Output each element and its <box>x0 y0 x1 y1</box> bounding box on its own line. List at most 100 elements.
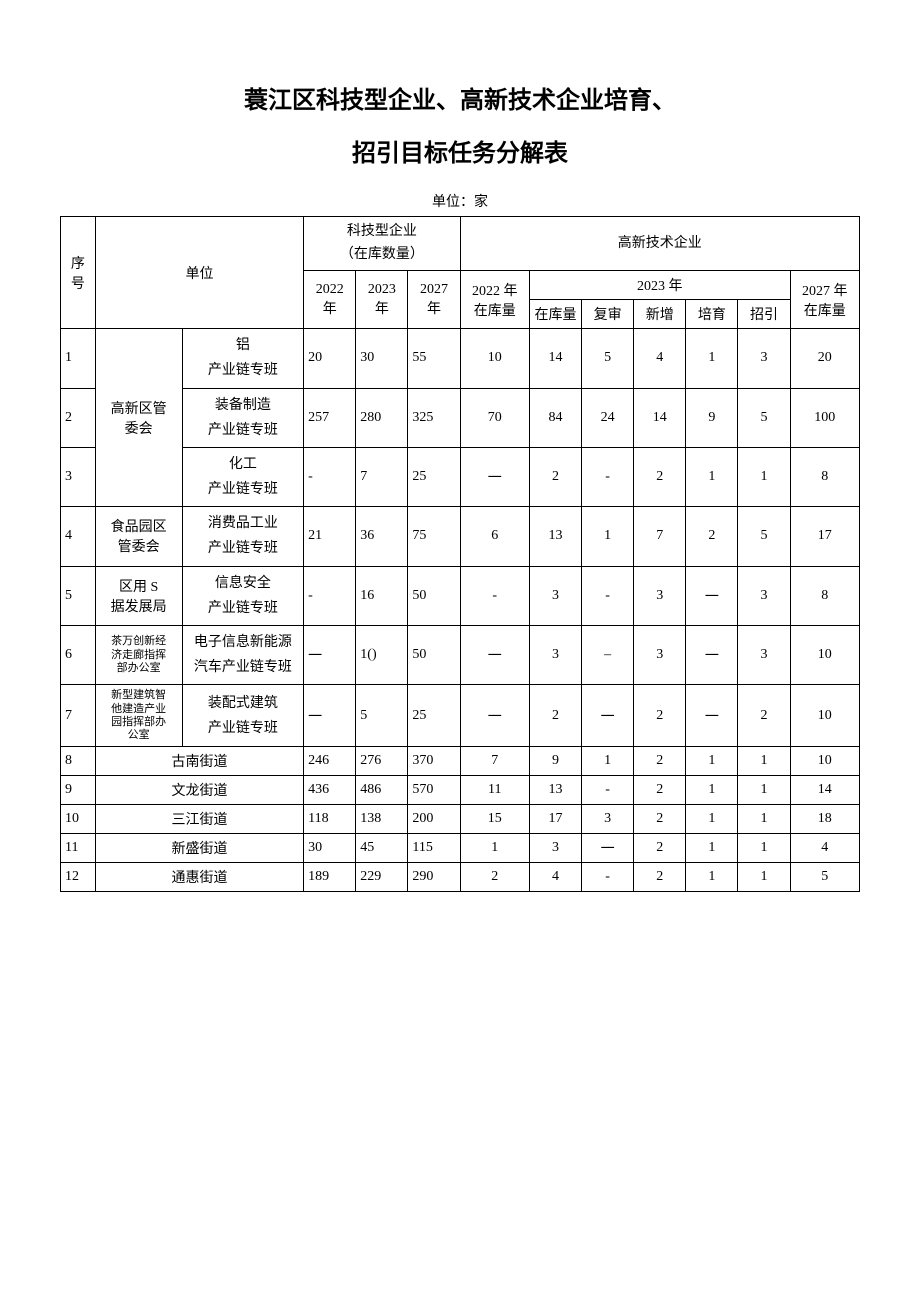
cell-value: 3 <box>582 805 634 834</box>
cell-value: 1 <box>738 805 790 834</box>
header-attract: 招引 <box>738 300 790 329</box>
cell-value: 200 <box>408 805 460 834</box>
cell-value: 9 <box>686 388 738 447</box>
table-row: 12通惠街道18922929024-2115 <box>61 863 860 892</box>
cell-value: 2 <box>634 805 686 834</box>
cell-unit1: 高新区管委会 <box>95 329 182 507</box>
cell-value: 1 <box>686 805 738 834</box>
table-row: 7新型建筑智他建造产业园指挥部办公室装配式建筑产业链专班一525一2一2一210 <box>61 685 860 747</box>
cell-value: 一 <box>686 685 738 747</box>
table-body: 1高新区管委会铝产业链专班20305510145413202装备制造产业链专班2… <box>61 329 860 892</box>
cell-value: 14 <box>529 329 581 388</box>
cell-value: 一 <box>686 626 738 685</box>
cell-value: 15 <box>460 805 529 834</box>
cell-value: 1 <box>738 776 790 805</box>
cell-value: 257 <box>304 388 356 447</box>
cell-unit1: 区用 S据发展局 <box>95 566 182 625</box>
cell-value: 10 <box>460 329 529 388</box>
cell-value: 486 <box>356 776 408 805</box>
cell-value: 3 <box>738 626 790 685</box>
cell-value: 30 <box>304 834 356 863</box>
cell-value: 2 <box>634 447 686 506</box>
unit-label: 单位：家 <box>60 191 860 211</box>
cell-value: 436 <box>304 776 356 805</box>
cell-value: 18 <box>790 805 859 834</box>
cell-value: 1 <box>460 834 529 863</box>
cell-seq: 5 <box>61 566 96 625</box>
cell-value: 11 <box>460 776 529 805</box>
table-row: 9文龙街道4364865701113-21114 <box>61 776 860 805</box>
cell-value: 10 <box>790 626 859 685</box>
cell-value: 9 <box>529 747 581 776</box>
cell-value: 2 <box>634 863 686 892</box>
cell-value: 3 <box>738 566 790 625</box>
cell-value: 45 <box>356 834 408 863</box>
cell-value: 2 <box>686 507 738 566</box>
cell-value: 2 <box>460 863 529 892</box>
cell-unit2: 装备制造产业链专班 <box>182 388 304 447</box>
table-row: 8古南街道24627637079121110 <box>61 747 860 776</box>
cell-seq: 2 <box>61 388 96 447</box>
cell-value: 一 <box>460 447 529 506</box>
header-seq: 序号 <box>61 217 96 329</box>
cell-value: 1 <box>686 834 738 863</box>
cell-value: 2 <box>634 776 686 805</box>
header-hitech-group: 高新技术企业 <box>460 217 860 271</box>
cell-value: 7 <box>634 507 686 566</box>
cell-value: 2 <box>634 834 686 863</box>
cell-unit2: 装配式建筑产业链专班 <box>182 685 304 747</box>
cell-value: 570 <box>408 776 460 805</box>
cell-value: 一 <box>304 685 356 747</box>
cell-value: 6 <box>460 507 529 566</box>
cell-value: 一 <box>304 626 356 685</box>
cell-unit: 新盛街道 <box>95 834 303 863</box>
cell-unit2: 信息安全产业链专班 <box>182 566 304 625</box>
cell-value: 一 <box>686 566 738 625</box>
cell-seq: 8 <box>61 747 96 776</box>
cell-value: 1 <box>738 834 790 863</box>
task-table: 序号 单位 科技型企业（在库数量） 高新技术企业 2022年 2023年 202… <box>60 216 860 892</box>
cell-value: 3 <box>738 329 790 388</box>
cell-value: 370 <box>408 747 460 776</box>
cell-value: 75 <box>408 507 460 566</box>
cell-unit1: 新型建筑智他建造产业园指挥部办公室 <box>95 685 182 747</box>
cell-value: - <box>582 776 634 805</box>
cell-value: 280 <box>356 388 408 447</box>
cell-value: 2 <box>529 685 581 747</box>
cell-value: - <box>582 447 634 506</box>
cell-value: 4 <box>790 834 859 863</box>
table-header: 序号 单位 科技型企业（在库数量） 高新技术企业 2022年 2023年 202… <box>61 217 860 329</box>
header-stock2022: 2022 年在库量 <box>460 271 529 329</box>
cell-value: 10 <box>790 747 859 776</box>
cell-value: 55 <box>408 329 460 388</box>
cell-seq: 10 <box>61 805 96 834</box>
cell-value: 100 <box>790 388 859 447</box>
header-new: 新增 <box>634 300 686 329</box>
cell-unit: 古南街道 <box>95 747 303 776</box>
cell-unit2: 电子信息新能源汽车产业链专班 <box>182 626 304 685</box>
cell-value: - <box>304 447 356 506</box>
cell-value: - <box>460 566 529 625</box>
cell-value: 1 <box>738 747 790 776</box>
cell-unit2: 化工产业链专班 <box>182 447 304 506</box>
header-stock2027: 2027 年在库量 <box>790 271 859 329</box>
cell-unit: 文龙街道 <box>95 776 303 805</box>
cell-value: 8 <box>790 566 859 625</box>
cell-value: 1 <box>738 447 790 506</box>
cell-unit: 三江街道 <box>95 805 303 834</box>
cell-value: 115 <box>408 834 460 863</box>
cell-unit: 通惠街道 <box>95 863 303 892</box>
cell-seq: 6 <box>61 626 96 685</box>
cell-value: 一 <box>460 685 529 747</box>
cell-value: 1 <box>738 863 790 892</box>
cell-value: 30 <box>356 329 408 388</box>
cell-value: 21 <box>304 507 356 566</box>
cell-value: 189 <box>304 863 356 892</box>
cell-seq: 9 <box>61 776 96 805</box>
cell-value: 14 <box>790 776 859 805</box>
cell-unit2: 消费品工业产业链专班 <box>182 507 304 566</box>
cell-value: 50 <box>408 626 460 685</box>
cell-seq: 1 <box>61 329 96 388</box>
cell-value: 一 <box>460 626 529 685</box>
cell-value: 1 <box>686 747 738 776</box>
